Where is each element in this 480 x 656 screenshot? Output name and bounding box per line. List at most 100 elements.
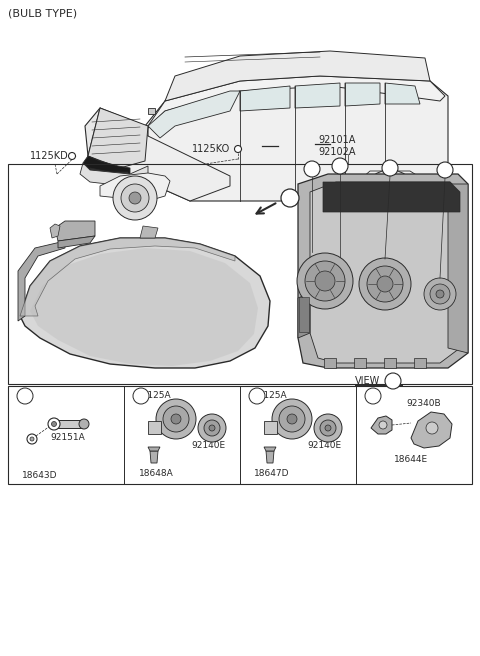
Polygon shape <box>310 182 460 363</box>
Circle shape <box>426 422 438 434</box>
Circle shape <box>436 290 444 298</box>
Bar <box>264 421 277 434</box>
Text: A: A <box>287 193 293 203</box>
Circle shape <box>367 266 403 302</box>
Circle shape <box>382 160 398 176</box>
Circle shape <box>424 278 456 310</box>
Bar <box>354 358 366 368</box>
Bar <box>8 164 472 384</box>
Circle shape <box>365 388 381 404</box>
Polygon shape <box>57 420 84 428</box>
Polygon shape <box>88 108 148 168</box>
Polygon shape <box>165 51 430 101</box>
Circle shape <box>204 420 220 436</box>
Circle shape <box>235 146 241 152</box>
Bar <box>324 358 336 368</box>
Circle shape <box>30 437 34 441</box>
Text: 18648A: 18648A <box>139 468 173 478</box>
Circle shape <box>209 425 215 431</box>
Circle shape <box>437 162 453 178</box>
Text: b: b <box>337 161 343 171</box>
Text: d: d <box>370 392 376 401</box>
Text: VIEW: VIEW <box>355 376 380 386</box>
Text: 92125A: 92125A <box>252 392 288 401</box>
Circle shape <box>315 271 335 291</box>
Circle shape <box>156 399 196 439</box>
Text: 92101A
92102A: 92101A 92102A <box>318 135 356 157</box>
Polygon shape <box>148 108 155 114</box>
Text: (BULB TYPE): (BULB TYPE) <box>8 8 77 18</box>
Polygon shape <box>50 224 60 238</box>
Polygon shape <box>148 76 445 128</box>
Polygon shape <box>371 416 392 434</box>
Text: 1125KD: 1125KD <box>30 151 69 161</box>
Polygon shape <box>20 238 270 368</box>
Text: 92140E: 92140E <box>191 441 225 451</box>
Bar <box>299 297 309 332</box>
Circle shape <box>129 192 141 204</box>
Polygon shape <box>266 451 274 463</box>
Circle shape <box>325 425 331 431</box>
Text: c: c <box>254 392 260 401</box>
Polygon shape <box>295 83 340 108</box>
Circle shape <box>332 158 348 174</box>
Text: b: b <box>138 392 144 401</box>
Polygon shape <box>385 83 420 104</box>
Text: 92125A: 92125A <box>137 392 171 401</box>
Bar <box>8 386 472 484</box>
Circle shape <box>377 276 393 292</box>
Circle shape <box>279 406 305 432</box>
Polygon shape <box>55 221 95 241</box>
Circle shape <box>383 191 397 205</box>
Circle shape <box>362 170 418 226</box>
Circle shape <box>249 388 265 404</box>
Polygon shape <box>88 108 230 201</box>
Text: 18643D: 18643D <box>22 472 58 480</box>
Polygon shape <box>150 451 158 463</box>
Circle shape <box>379 421 387 429</box>
Circle shape <box>163 406 189 432</box>
Circle shape <box>79 419 89 429</box>
Circle shape <box>133 388 149 404</box>
Polygon shape <box>148 447 160 451</box>
Circle shape <box>305 261 345 301</box>
Bar <box>148 421 161 434</box>
Polygon shape <box>100 173 170 201</box>
Polygon shape <box>80 163 148 186</box>
Circle shape <box>281 189 299 207</box>
Bar <box>450 309 464 323</box>
Polygon shape <box>90 168 128 176</box>
Circle shape <box>48 418 60 430</box>
Circle shape <box>304 161 320 177</box>
Circle shape <box>297 253 353 309</box>
Polygon shape <box>298 174 468 368</box>
Bar <box>414 358 426 368</box>
Circle shape <box>198 414 226 442</box>
Bar <box>450 329 464 343</box>
Polygon shape <box>323 182 460 212</box>
Polygon shape <box>18 241 65 321</box>
Text: d: d <box>442 165 448 174</box>
Bar <box>384 358 396 368</box>
Circle shape <box>121 184 149 212</box>
Polygon shape <box>58 236 95 248</box>
Polygon shape <box>411 412 452 448</box>
Text: 92151A: 92151A <box>50 434 85 443</box>
Circle shape <box>69 152 75 159</box>
Polygon shape <box>264 447 276 451</box>
Circle shape <box>171 414 181 424</box>
Circle shape <box>372 180 408 216</box>
Text: 18644E: 18644E <box>394 455 428 464</box>
Text: 92340B: 92340B <box>407 400 441 409</box>
Polygon shape <box>30 248 258 366</box>
Polygon shape <box>298 293 310 338</box>
Circle shape <box>51 422 57 426</box>
Text: 18647D: 18647D <box>254 468 290 478</box>
Circle shape <box>320 420 336 436</box>
Circle shape <box>272 399 312 439</box>
Polygon shape <box>240 86 290 111</box>
Bar <box>450 289 464 303</box>
Text: a: a <box>22 392 28 401</box>
Text: 92140E: 92140E <box>307 441 341 451</box>
Polygon shape <box>85 108 190 201</box>
